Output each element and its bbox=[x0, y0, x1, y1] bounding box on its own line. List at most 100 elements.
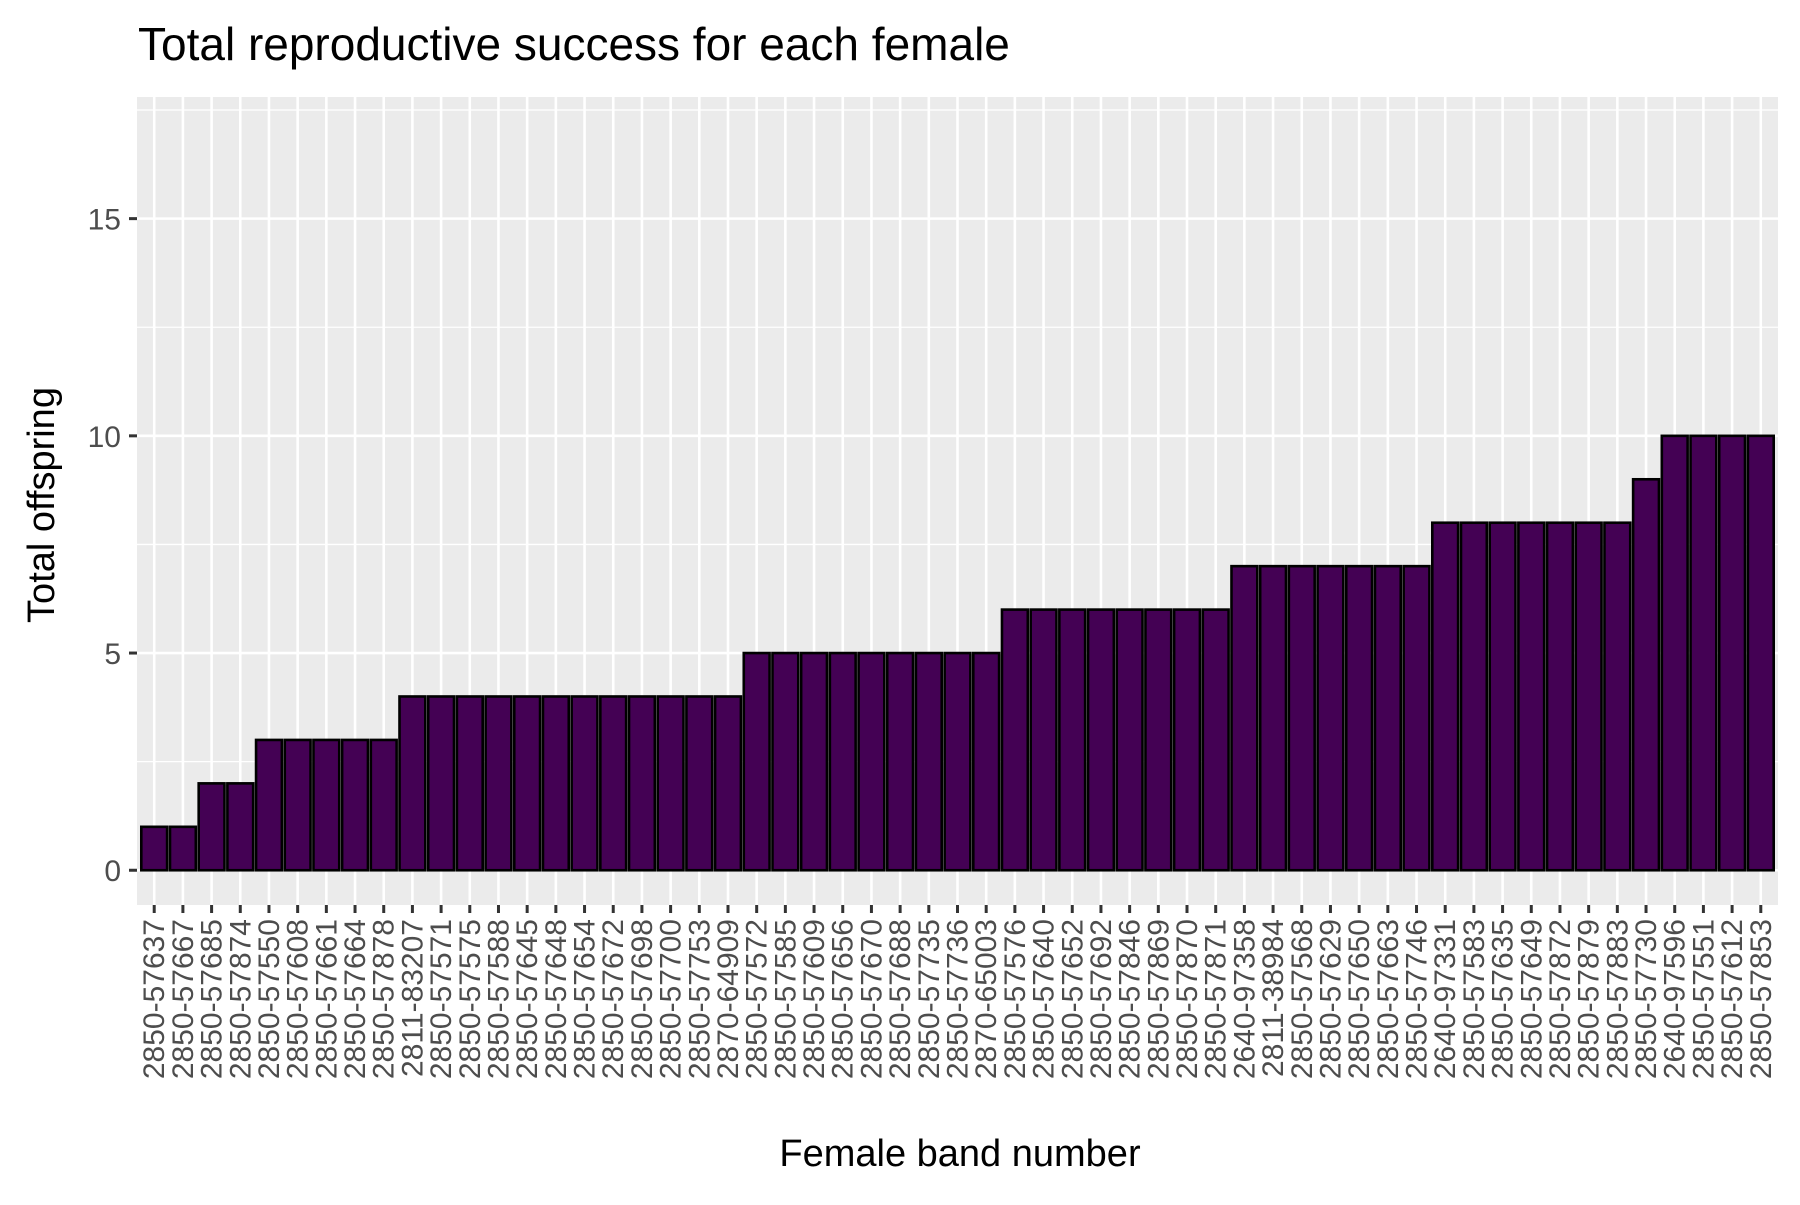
bar bbox=[1201, 608, 1230, 872]
bar bbox=[742, 651, 771, 872]
bar bbox=[1603, 521, 1632, 872]
bar bbox=[1373, 564, 1403, 872]
y-tick-label: 15 bbox=[88, 204, 121, 237]
x-tick-label: 2870-64909 bbox=[712, 919, 745, 1079]
x-tick-label: 2850-57654 bbox=[569, 919, 602, 1079]
bar bbox=[943, 651, 972, 872]
bar bbox=[1430, 521, 1460, 872]
x-tick-label: 2850-57629 bbox=[1314, 919, 1347, 1079]
x-tick-label: 2850-57874 bbox=[224, 919, 257, 1079]
x-tick-label: 2850-57608 bbox=[282, 919, 315, 1079]
x-tick-label: 2850-57645 bbox=[511, 919, 544, 1079]
bar bbox=[1086, 608, 1116, 872]
bar bbox=[627, 695, 657, 872]
y-axis-title: Total offspring bbox=[21, 387, 63, 623]
x-tick-label: 2811-38984 bbox=[1257, 919, 1290, 1077]
bar bbox=[484, 695, 513, 872]
y-tick-label: 0 bbox=[104, 855, 121, 888]
bar bbox=[455, 695, 485, 872]
x-tick-label: 2850-57571 bbox=[425, 919, 458, 1079]
bar bbox=[1172, 608, 1202, 872]
bar bbox=[971, 651, 1001, 872]
x-tick-label: 2850-57846 bbox=[1114, 919, 1147, 1079]
x-tick-label: 2850-57883 bbox=[1601, 919, 1634, 1079]
x-tick-label: 2811-83207 bbox=[396, 919, 429, 1077]
bar bbox=[312, 738, 341, 872]
bar bbox=[1230, 564, 1259, 872]
x-tick-label: 2850-57609 bbox=[798, 919, 831, 1079]
bar bbox=[1660, 434, 1689, 872]
x-tick-label: 2640-97596 bbox=[1659, 919, 1692, 1079]
bar bbox=[713, 695, 743, 872]
y-tick-label: 5 bbox=[104, 638, 121, 671]
x-tick-label: 2850-57652 bbox=[1056, 919, 1089, 1079]
bar bbox=[1344, 564, 1374, 872]
bar bbox=[1717, 434, 1747, 872]
x-tick-label: 2850-57661 bbox=[310, 919, 343, 1079]
x-tick-label: 2850-57588 bbox=[482, 919, 515, 1079]
bar bbox=[1574, 521, 1603, 872]
x-tick-label: 2850-57736 bbox=[942, 919, 975, 1079]
bar bbox=[599, 695, 628, 872]
bar bbox=[914, 651, 944, 872]
x-tick-label: 2850-57869 bbox=[1142, 919, 1175, 1079]
bar bbox=[1402, 564, 1431, 872]
bar bbox=[1746, 434, 1775, 872]
bar bbox=[168, 825, 198, 872]
x-tick-label: 2850-57730 bbox=[1630, 919, 1663, 1079]
x-tick-label: 2850-57640 bbox=[1028, 919, 1061, 1079]
x-tick-label: 2850-57670 bbox=[855, 919, 888, 1079]
bar bbox=[1000, 608, 1030, 872]
x-tick-label: 2850-57698 bbox=[626, 919, 659, 1079]
x-tick-label: 2850-57879 bbox=[1573, 919, 1606, 1079]
x-tick-label: 2870-65003 bbox=[970, 919, 1003, 1079]
x-tick-label: 2850-57572 bbox=[741, 919, 774, 1079]
bar bbox=[398, 695, 427, 872]
x-tick-label: 2850-57648 bbox=[540, 919, 573, 1079]
bar bbox=[1144, 608, 1173, 872]
x-tick-label: 2850-57878 bbox=[368, 919, 401, 1079]
bar bbox=[771, 651, 800, 872]
bar bbox=[685, 695, 714, 872]
x-tick-label: 2850-57672 bbox=[597, 919, 630, 1079]
bar bbox=[1517, 521, 1546, 872]
bar bbox=[283, 738, 312, 872]
x-tick-label: 2640-97358 bbox=[1228, 919, 1261, 1079]
bar bbox=[426, 695, 456, 872]
x-tick-label: 2850-57576 bbox=[999, 919, 1032, 1079]
bar bbox=[1058, 608, 1087, 872]
x-tick-label: 2850-57870 bbox=[1171, 919, 1204, 1079]
x-tick-label: 2850-57685 bbox=[196, 919, 229, 1079]
x-tick-label: 2850-57753 bbox=[683, 919, 716, 1079]
bar bbox=[1287, 564, 1316, 872]
bar bbox=[1029, 608, 1058, 872]
x-tick-label: 2850-57692 bbox=[1085, 919, 1118, 1079]
x-tick-label: 2850-57664 bbox=[339, 919, 372, 1079]
x-tick-label: 2640-97331 bbox=[1429, 919, 1462, 1079]
bar bbox=[1459, 521, 1489, 872]
bar bbox=[656, 695, 685, 872]
x-tick-label: 2850-57746 bbox=[1401, 919, 1434, 1079]
bar bbox=[885, 651, 915, 872]
x-tick-label: 2850-57551 bbox=[1687, 919, 1720, 1079]
x-tick-label: 2850-57853 bbox=[1745, 919, 1778, 1079]
x-axis-title: Female band number bbox=[779, 1133, 1141, 1175]
bar bbox=[1316, 564, 1345, 872]
bar bbox=[1115, 608, 1144, 872]
bar bbox=[197, 782, 226, 872]
x-tick-label: 2850-57575 bbox=[454, 919, 487, 1079]
x-tick-label: 2850-57650 bbox=[1343, 919, 1376, 1079]
bar bbox=[541, 695, 571, 872]
x-tick-label: 2850-57663 bbox=[1372, 919, 1405, 1079]
bar bbox=[254, 738, 284, 872]
bar bbox=[1545, 521, 1575, 872]
bar bbox=[1631, 477, 1661, 872]
bar bbox=[512, 695, 542, 872]
x-tick-label: 2850-57583 bbox=[1458, 919, 1491, 1079]
x-tick-label: 2850-57872 bbox=[1544, 919, 1577, 1079]
x-tick-label: 2850-57667 bbox=[167, 919, 200, 1079]
x-tick-label: 2850-57635 bbox=[1487, 919, 1520, 1079]
bar bbox=[1488, 521, 1517, 872]
